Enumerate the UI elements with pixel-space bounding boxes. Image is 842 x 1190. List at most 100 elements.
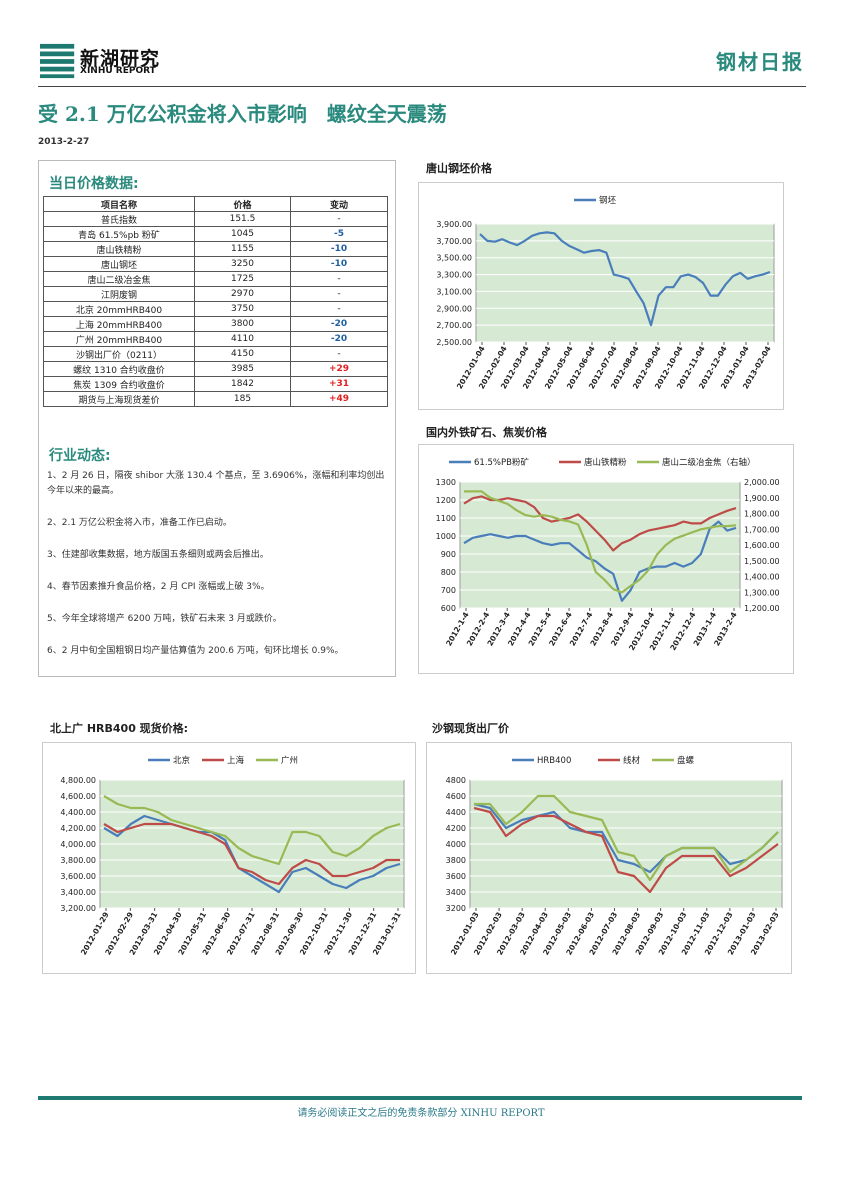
y2-tick-label: 2,000.00 — [744, 478, 780, 487]
y-tick-label: 3,800.00 — [60, 856, 96, 865]
series-line-1 — [463, 495, 737, 552]
cell-price: 1155 — [194, 241, 291, 257]
news-item: 1、2 月 26 日，隔夜 shibor 大涨 130.4 个基点，至 3.69… — [47, 471, 385, 496]
legend-label: 广州 — [281, 755, 298, 766]
cell-price: 2970 — [194, 286, 291, 302]
news-item: 4、春节因素推升食品价格，2 月 CPI 涨幅或上破 3%。 — [47, 582, 270, 592]
y-tick-label: 4800 — [446, 776, 466, 785]
table-row: 沙钢出厂价（0211） 4150- — [43, 346, 388, 362]
table-row: 青岛 61.5%pb 粉矿 1045 -5 — [43, 226, 388, 242]
cell-name: 焦炭 1309 合约收盘价 — [43, 376, 195, 392]
legend-label: 61.5%PB粉矿 — [474, 457, 529, 468]
cell-price: 3750 — [194, 301, 291, 317]
series-line-2 — [103, 795, 401, 866]
y-tick-label: 4,400.00 — [60, 808, 96, 817]
y-tick-label: 700 — [441, 586, 456, 595]
cell-name: 普氏指数 — [43, 211, 195, 227]
report-type: 钢材日报 — [716, 50, 804, 74]
series-line-0 — [473, 802, 779, 874]
cell-name: 上海 20mmHRB400 — [43, 316, 195, 332]
chart-hrb400: 3,200.00 3,400.00 3,600.00 3,800.00 4,000.00… — [42, 742, 416, 974]
footer-divider — [38, 1096, 802, 1100]
legend-label: 线材 — [623, 755, 641, 766]
cell-change: +29 — [290, 361, 388, 377]
cell-name: 螺纹 1310 合约收盘价 — [43, 361, 195, 377]
y-tick-label: 4,800.00 — [60, 776, 96, 785]
col-header-name: 项目名称 — [43, 196, 195, 212]
y-tick-label: 4400 — [446, 808, 466, 817]
table-row: 螺纹 1310 合约收盘价 3985 +29 — [43, 361, 388, 377]
news-item: 5、今年全球将增产 6200 万吨，铁矿石未来 3 月或跌价。 — [47, 614, 282, 624]
report-title: 受 2.1 万亿公积金将入市影响 螺纹全天震荡 — [38, 102, 447, 126]
table-row: 期货与上海现货差价 185 +49 — [43, 391, 388, 407]
legend-label: 唐山二级冶金焦（右轴） — [662, 457, 756, 468]
legend-label: 北京 — [173, 755, 190, 766]
report-date: 2013-2-27 — [38, 137, 90, 147]
footer-disclaimer: 请务必阅读正文之后的免责条款部分 XINHU REPORT — [297, 1108, 545, 1119]
cell-change: - — [290, 346, 388, 362]
series-line-2 — [474, 794, 779, 882]
table-row: 唐山二级冶金焦 1725- — [43, 271, 388, 287]
chart-ore-coke: 600 700 800 900 1000 1100 1200 1300 1,200.00 1,30… — [418, 444, 794, 674]
y-tick-label: 3200 — [446, 904, 466, 913]
series-line-1 — [473, 806, 779, 894]
y-tick-label: 3,700.00 — [436, 237, 472, 246]
news-section-heading: 行业动态: — [49, 448, 111, 464]
cell-price: 4150 — [194, 346, 291, 362]
y-tick-label: 4,200.00 — [60, 824, 96, 833]
cell-change: +49 — [290, 391, 388, 407]
y-tick-label: 3,300.00 — [436, 271, 472, 280]
chart-title-shagang: 沙钢现货出厂价 — [432, 722, 509, 735]
cell-name: 唐山二级冶金焦 — [43, 271, 195, 287]
news-list: 1、2 月 26 日，隔夜 shibor 大涨 130.4 个基点，至 3.69… — [47, 469, 387, 676]
y-tick-label: 1000 — [436, 532, 456, 541]
cell-change: - — [290, 286, 388, 302]
y-tick-label: 3,400.00 — [60, 888, 96, 897]
cell-change: - — [290, 301, 388, 317]
y-tick-label: 4600 — [446, 792, 466, 801]
table-row: 上海 20mmHRB400 3800 -20 — [43, 316, 388, 332]
price-table: 项目名称 价格 变动 普氏指数 151.5- 青岛 61.5%pb 粉矿 1045 -5… — [43, 196, 388, 407]
cell-price: 3250 — [194, 256, 291, 272]
y2-tick-label: 1,400.00 — [744, 573, 780, 582]
y-tick-label: 4000 — [446, 840, 466, 849]
cell-price: 3985 — [194, 361, 291, 377]
y2-tick-label: 1,500.00 — [744, 557, 780, 566]
y-tick-label: 800 — [441, 568, 456, 577]
cell-name: 唐山钢坯 — [43, 256, 195, 272]
series-line-0 — [479, 231, 771, 327]
chart-title-ore-coke: 国内外铁矿石、焦炭价格 — [426, 426, 547, 439]
cell-name: 沙钢出厂价（0211） — [43, 346, 195, 362]
y-tick-label: 2,500.00 — [436, 338, 472, 347]
y-tick-label: 3600 — [446, 872, 466, 881]
y-tick-label: 3,200.00 — [60, 904, 96, 913]
news-item: 6、2 月中旬全国粗钢日均产量估算值为 200.6 万吨，旬环比增长 0.9%。 — [47, 646, 344, 656]
cell-change: -5 — [290, 226, 388, 242]
series-line-2 — [464, 490, 737, 594]
y-tick-label: 3,100.00 — [436, 287, 472, 296]
cell-change: -10 — [290, 241, 388, 257]
table-row: 焦炭 1309 合约收盘价 1842 +31 — [43, 376, 388, 392]
table-row: 广州 20mmHRB400 4110 -20 — [43, 331, 388, 347]
chart-shagang: 3200 3400 3600 3800 4000 4200 4400 4600 4800 2012… — [426, 742, 792, 974]
y-tick-label: 1300 — [436, 478, 456, 487]
cell-change: +31 — [290, 376, 388, 392]
cell-price: 1842 — [194, 376, 291, 392]
cell-change: - — [290, 211, 388, 227]
chart-billet: 2,500.00 2,700.00 2,900.00 3,100.00 3,300.00… — [418, 182, 784, 410]
legend-label: 盘螺 — [677, 755, 695, 766]
col-header-price: 价格 — [194, 196, 291, 212]
logo-text-en: XINHU REPORT — [80, 66, 156, 76]
cell-change: - — [290, 271, 388, 287]
cell-name: 广州 20mmHRB400 — [43, 331, 195, 347]
logo-text-cn: 新湖研究 — [80, 48, 161, 70]
chart-title-billet: 唐山钢坯价格 — [426, 162, 492, 175]
chart-title-hrb400: 北上广 HRB400 现货价格: — [50, 722, 189, 735]
y-tick-label: 4,600.00 — [60, 792, 96, 801]
y-tick-label: 4,000.00 — [60, 840, 96, 849]
legend-label: HRB400 — [537, 756, 571, 766]
cell-name: 北京 20mmHRB400 — [43, 301, 195, 317]
logo-mark — [40, 43, 75, 79]
cell-change: -20 — [290, 331, 388, 347]
left-panel: 当日价格数据: 项目名称 价格 变动 普氏指数 151.5- 青岛 61.5%pb … — [38, 160, 396, 677]
